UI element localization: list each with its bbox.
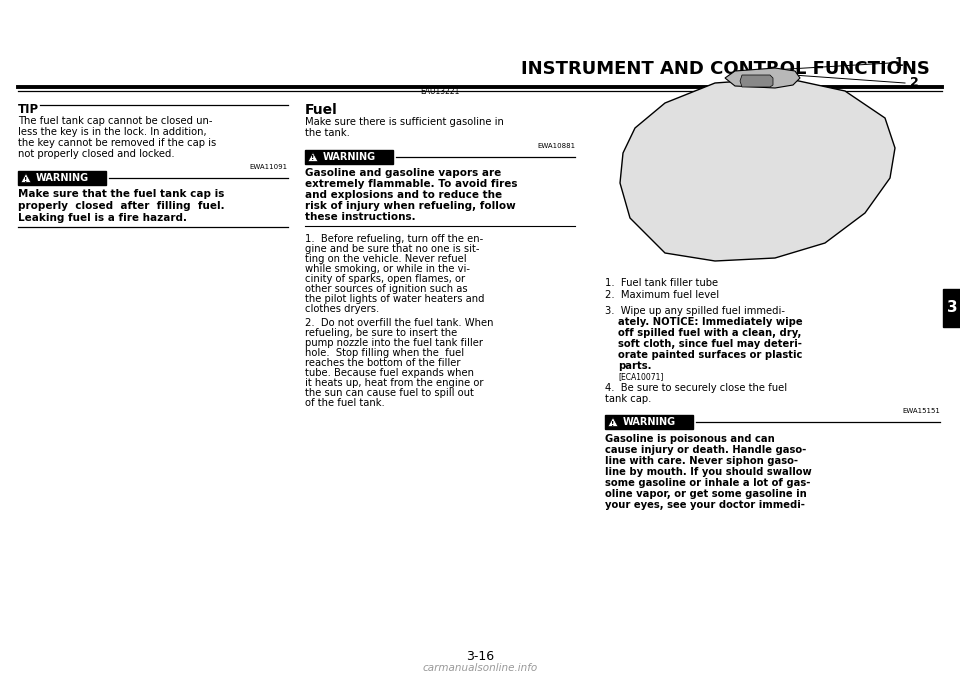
Text: off spilled fuel with a clean, dry,: off spilled fuel with a clean, dry,	[618, 328, 802, 338]
Text: 3.  Wipe up any spilled fuel immedi-: 3. Wipe up any spilled fuel immedi-	[605, 306, 785, 316]
Text: less the key is in the lock. In addition,: less the key is in the lock. In addition…	[18, 127, 206, 137]
Text: gine and be sure that no one is sit-: gine and be sure that no one is sit-	[305, 244, 479, 254]
Text: !: !	[24, 176, 28, 182]
Text: cause injury or death. Handle gaso-: cause injury or death. Handle gaso-	[605, 445, 806, 455]
Text: 1.  Before refueling, turn off the en-: 1. Before refueling, turn off the en-	[305, 234, 483, 244]
Text: Gasoline is poisonous and can: Gasoline is poisonous and can	[605, 434, 775, 444]
Text: not properly closed and locked.: not properly closed and locked.	[18, 149, 175, 159]
Text: parts.: parts.	[618, 361, 652, 371]
Text: oline vapor, or get some gasoline in: oline vapor, or get some gasoline in	[605, 489, 806, 499]
Text: 1.  Fuel tank filler tube: 1. Fuel tank filler tube	[605, 278, 718, 288]
Text: orate painted surfaces or plastic: orate painted surfaces or plastic	[618, 350, 803, 360]
Text: reaches the bottom of the filler: reaches the bottom of the filler	[305, 358, 461, 368]
Text: EWA10881: EWA10881	[537, 143, 575, 149]
Text: !: !	[612, 420, 614, 426]
Polygon shape	[608, 418, 618, 426]
Text: [ECA10071]: [ECA10071]	[618, 372, 663, 381]
Text: 4.  Be sure to securely close the fuel: 4. Be sure to securely close the fuel	[605, 383, 787, 393]
Text: ting on the vehicle. Never refuel: ting on the vehicle. Never refuel	[305, 254, 467, 264]
Polygon shape	[21, 174, 31, 182]
Text: some gasoline or inhale a lot of gas-: some gasoline or inhale a lot of gas-	[605, 478, 810, 488]
Text: tube. Because fuel expands when: tube. Because fuel expands when	[305, 368, 474, 378]
Text: Gasoline and gasoline vapors are: Gasoline and gasoline vapors are	[305, 168, 501, 178]
Polygon shape	[725, 68, 800, 88]
Text: 1: 1	[895, 56, 903, 70]
Text: the tank.: the tank.	[305, 128, 349, 138]
Text: EWA15151: EWA15151	[902, 408, 940, 414]
Text: 2.  Do not overfill the fuel tank. When: 2. Do not overfill the fuel tank. When	[305, 318, 493, 328]
Text: extremely flammable. To avoid fires: extremely flammable. To avoid fires	[305, 179, 517, 189]
Text: other sources of ignition such as: other sources of ignition such as	[305, 284, 468, 294]
Text: WARNING: WARNING	[323, 152, 376, 162]
Text: TIP: TIP	[18, 103, 39, 116]
Text: EAU13221: EAU13221	[420, 87, 460, 96]
Text: of the fuel tank.: of the fuel tank.	[305, 398, 385, 408]
Text: 2.  Maximum fuel level: 2. Maximum fuel level	[605, 290, 719, 300]
Text: The fuel tank cap cannot be closed un-: The fuel tank cap cannot be closed un-	[18, 116, 212, 126]
Text: line with care. Never siphon gaso-: line with care. Never siphon gaso-	[605, 456, 798, 466]
Text: the sun can cause fuel to spill out: the sun can cause fuel to spill out	[305, 388, 474, 398]
Text: the key cannot be removed if the cap is: the key cannot be removed if the cap is	[18, 138, 216, 148]
Polygon shape	[740, 75, 773, 87]
Text: carmanualsonline.info: carmanualsonline.info	[422, 663, 538, 673]
Text: Leaking fuel is a fire hazard.: Leaking fuel is a fire hazard.	[18, 213, 187, 223]
Text: 2: 2	[910, 77, 919, 89]
Text: WARNING: WARNING	[36, 173, 89, 183]
Text: and explosions and to reduce the: and explosions and to reduce the	[305, 190, 502, 200]
Text: cinity of sparks, open flames, or: cinity of sparks, open flames, or	[305, 274, 466, 284]
Text: your eyes, see your doctor immedi-: your eyes, see your doctor immedi-	[605, 500, 804, 510]
FancyBboxPatch shape	[943, 289, 960, 327]
Text: soft cloth, since fuel may deteri-: soft cloth, since fuel may deteri-	[618, 339, 802, 349]
Text: clothes dryers.: clothes dryers.	[305, 304, 379, 314]
Text: 3-16: 3-16	[466, 650, 494, 662]
Text: !: !	[311, 155, 315, 161]
FancyBboxPatch shape	[305, 150, 393, 164]
Text: INSTRUMENT AND CONTROL FUNCTIONS: INSTRUMENT AND CONTROL FUNCTIONS	[521, 60, 930, 78]
Text: pump nozzle into the fuel tank filler: pump nozzle into the fuel tank filler	[305, 338, 483, 348]
Text: EWA11091: EWA11091	[250, 164, 288, 170]
Polygon shape	[308, 153, 318, 161]
Text: Make sure there is sufficient gasoline in: Make sure there is sufficient gasoline i…	[305, 117, 504, 127]
Text: risk of injury when refueling, follow: risk of injury when refueling, follow	[305, 201, 516, 211]
Text: 3: 3	[947, 300, 957, 315]
Text: refueling, be sure to insert the: refueling, be sure to insert the	[305, 328, 457, 338]
Text: the pilot lights of water heaters and: the pilot lights of water heaters and	[305, 294, 485, 304]
Text: properly  closed  after  filling  fuel.: properly closed after filling fuel.	[18, 201, 225, 211]
Text: Fuel: Fuel	[305, 103, 338, 117]
Text: tank cap.: tank cap.	[605, 394, 652, 404]
Text: hole.  Stop filling when the  fuel: hole. Stop filling when the fuel	[305, 348, 464, 358]
FancyBboxPatch shape	[605, 415, 693, 429]
Text: ately. NOTICE: Immediately wipe: ately. NOTICE: Immediately wipe	[618, 317, 803, 327]
Text: WARNING: WARNING	[623, 417, 676, 427]
Text: these instructions.: these instructions.	[305, 212, 416, 222]
FancyBboxPatch shape	[18, 171, 106, 185]
Polygon shape	[620, 78, 895, 261]
Text: it heats up, heat from the engine or: it heats up, heat from the engine or	[305, 378, 484, 388]
Text: Make sure that the fuel tank cap is: Make sure that the fuel tank cap is	[18, 189, 225, 199]
Text: while smoking, or while in the vi-: while smoking, or while in the vi-	[305, 264, 470, 274]
Text: line by mouth. If you should swallow: line by mouth. If you should swallow	[605, 467, 812, 477]
